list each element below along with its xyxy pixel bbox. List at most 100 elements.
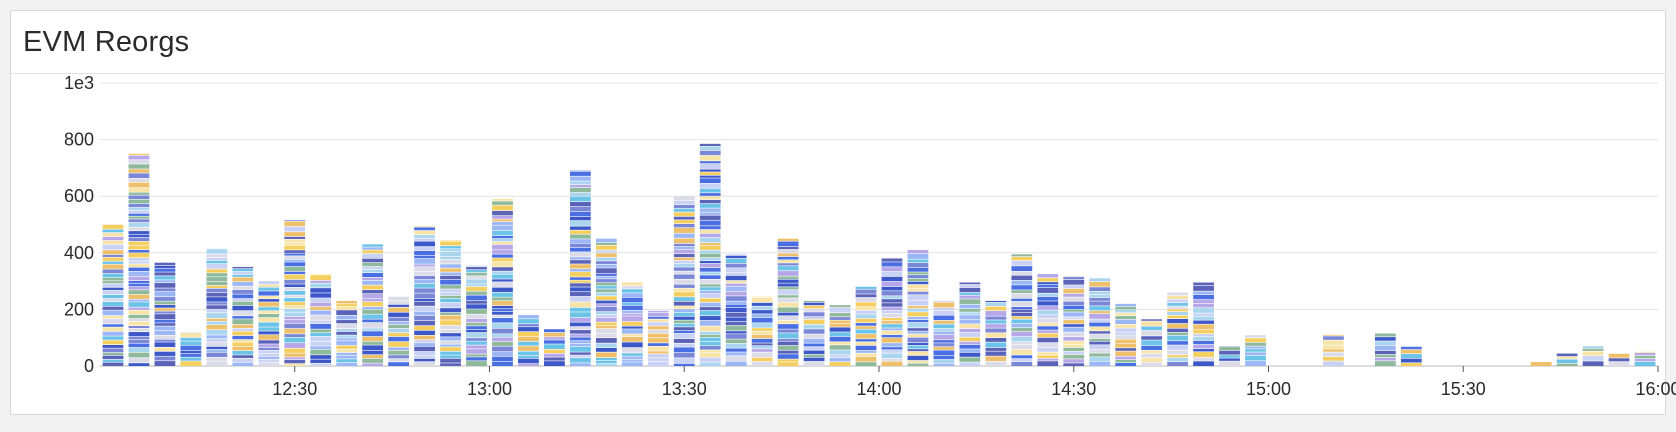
bar-segment <box>1011 331 1033 337</box>
bar-segment <box>362 331 384 337</box>
bar-segment <box>154 276 176 280</box>
bar[interactable] <box>803 300 825 366</box>
bar[interactable] <box>310 274 332 366</box>
bar[interactable] <box>725 254 747 366</box>
bar-segment <box>102 362 124 366</box>
bar-segment <box>647 329 669 334</box>
bar[interactable] <box>414 225 435 366</box>
bar-segment <box>1167 311 1189 316</box>
bar[interactable] <box>1245 335 1266 366</box>
bar-segment <box>699 298 721 303</box>
bar[interactable] <box>1530 361 1552 366</box>
bar[interactable] <box>544 329 565 366</box>
bar[interactable] <box>232 266 254 366</box>
bar[interactable] <box>1011 254 1033 366</box>
bar[interactable] <box>621 282 643 366</box>
bar[interactable] <box>258 281 280 366</box>
bar[interactable] <box>362 244 384 366</box>
bar[interactable] <box>933 300 955 366</box>
bar[interactable] <box>1141 319 1163 366</box>
bar[interactable] <box>673 196 695 366</box>
bar-segment <box>102 283 124 288</box>
bar[interactable] <box>751 296 773 366</box>
bar-segment <box>128 276 150 281</box>
bar-segment <box>1193 334 1214 337</box>
bar[interactable] <box>206 248 228 366</box>
bar[interactable] <box>154 262 176 366</box>
bar-segment <box>518 324 539 327</box>
bar[interactable] <box>647 310 669 366</box>
bar-segment <box>310 320 332 324</box>
bar-segment <box>1167 306 1189 309</box>
bar[interactable] <box>1374 333 1396 366</box>
bar-segment <box>414 356 435 359</box>
bar[interactable] <box>284 220 306 366</box>
bar[interactable] <box>518 315 539 366</box>
bar-segment <box>206 282 228 286</box>
bar[interactable] <box>336 300 358 366</box>
bar-segment <box>232 350 254 355</box>
bar[interactable] <box>569 170 591 366</box>
bar[interactable] <box>881 258 903 366</box>
bar[interactable] <box>466 265 487 366</box>
bar-segment <box>1037 326 1059 330</box>
bar-segment <box>1556 363 1578 366</box>
bar[interactable] <box>180 332 202 366</box>
bar-segment <box>699 143 721 147</box>
bar-segment <box>388 307 410 312</box>
bar-segment <box>414 255 435 259</box>
bar-segment <box>647 338 669 343</box>
bar-segment <box>492 334 513 337</box>
bar[interactable] <box>1089 278 1111 366</box>
bar[interactable] <box>388 296 410 366</box>
bar-segment <box>595 257 617 261</box>
x-tick-label: 15:00 <box>1246 379 1291 399</box>
bar[interactable] <box>1608 353 1630 366</box>
bar-segment <box>1037 296 1059 301</box>
bar[interactable] <box>1193 282 1214 366</box>
bar-segment <box>933 334 955 340</box>
bar[interactable] <box>1582 346 1604 366</box>
bar[interactable] <box>1400 346 1422 366</box>
bar-segment <box>699 237 721 243</box>
bar[interactable] <box>1323 334 1344 366</box>
bar-segment <box>284 250 306 253</box>
bar[interactable] <box>1219 346 1240 366</box>
bar-segment <box>751 328 773 331</box>
bar-segment <box>699 293 721 298</box>
bar[interactable] <box>440 240 461 366</box>
bar-segment <box>414 301 435 306</box>
bar[interactable] <box>829 305 851 366</box>
bar[interactable] <box>492 199 513 366</box>
bar-segment <box>777 287 799 290</box>
bar[interactable] <box>1063 276 1085 366</box>
bar-segment <box>440 259 461 264</box>
bar-segment <box>907 312 929 317</box>
bar[interactable] <box>1556 353 1578 366</box>
bar[interactable] <box>699 143 721 366</box>
bar[interactable] <box>1115 303 1137 366</box>
bar[interactable] <box>907 249 929 366</box>
bar[interactable] <box>855 286 877 366</box>
bar[interactable] <box>1037 274 1059 366</box>
bar-segment <box>128 192 150 195</box>
bar-segment <box>518 341 539 346</box>
bar-segment <box>777 341 799 346</box>
bar-segment <box>284 236 306 239</box>
bar-segment <box>595 286 617 289</box>
bar[interactable] <box>1167 292 1189 366</box>
bar[interactable] <box>128 153 150 366</box>
bar-segment <box>777 283 799 287</box>
bar[interactable] <box>959 282 981 366</box>
bar[interactable] <box>777 238 799 366</box>
bar-segment <box>1193 344 1214 349</box>
bar-segment <box>440 295 461 299</box>
bar-segment <box>492 199 513 201</box>
bar[interactable] <box>1634 351 1656 366</box>
bar-segment <box>154 308 176 311</box>
bar[interactable] <box>595 238 617 366</box>
bar-segment <box>1167 315 1189 319</box>
bar[interactable] <box>102 224 124 366</box>
bar-segment <box>1582 361 1604 366</box>
bar[interactable] <box>985 300 1007 366</box>
